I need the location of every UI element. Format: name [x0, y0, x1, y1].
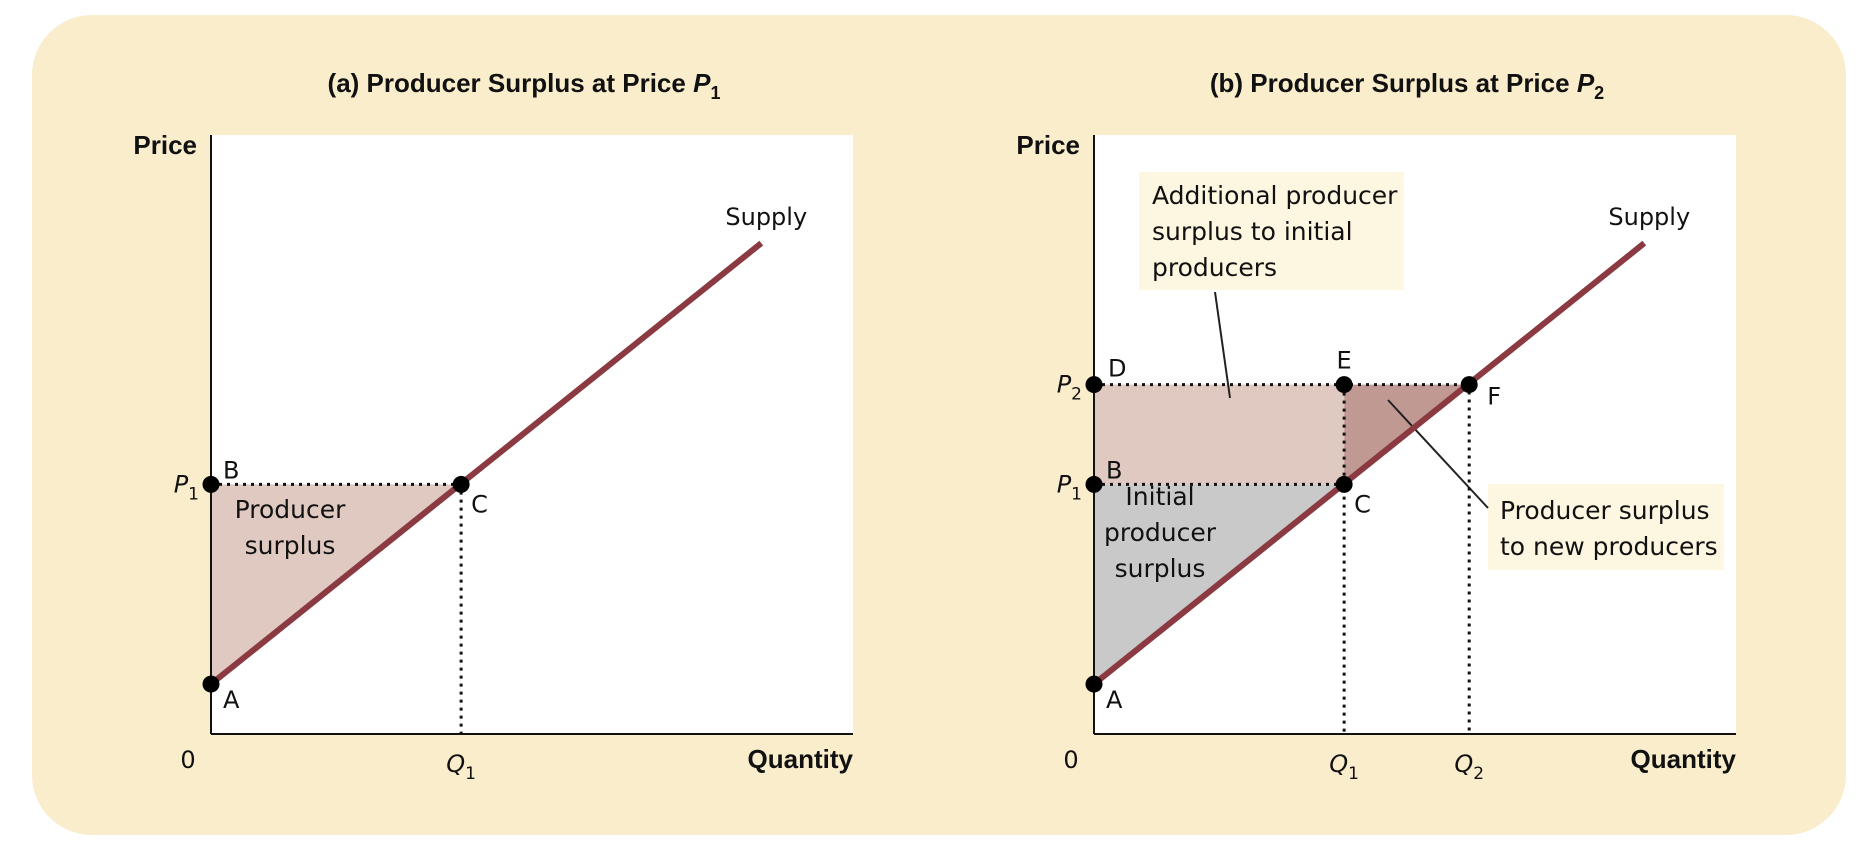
panel-b-new-producers-surplus-label-line: Producer surplus: [1500, 496, 1710, 525]
panel-a-origin-label: 0: [180, 746, 195, 774]
panel-a-price-tick-label-subscript: 1: [188, 484, 199, 504]
panel-b-point-e: [1335, 376, 1353, 394]
panel-b-point-label-a: A: [1106, 686, 1123, 714]
panel-b-point-label-e: E: [1337, 347, 1352, 375]
panel-b-price-tick-label-var: P: [1057, 371, 1072, 399]
panel-a-supply-line: [209, 240, 764, 687]
panel-a-quantity-tick-label-var: Q: [446, 750, 465, 778]
panel-b-title-text: (b) Producer Surplus at Price: [1210, 68, 1577, 98]
panel-a-point-a: [202, 675, 220, 693]
panel-a-quantity-tick-label: Q1: [446, 750, 476, 784]
panel-b-additional-producer-surplus-leader-line: [1214, 291, 1231, 399]
panel-b-new-producers-surplus-leader-line: [1387, 399, 1489, 509]
panel-a-title-text: (a) Producer Surplus at Price: [328, 68, 694, 98]
panel-b-price-tick-label-subscript: 2: [1071, 385, 1082, 405]
panel-a-point-label-c: C: [471, 490, 488, 518]
panel-b-point-a: [1085, 675, 1103, 693]
panel-b-price-tick-label-subscript: 1: [1071, 484, 1082, 504]
panel-b-new-producers-surplus-callout-box: [1488, 484, 1724, 570]
panel-b-initial-producer-surplus-label-line: producer: [1104, 518, 1217, 547]
panel-a-title: (a) Producer Surplus at Price P1: [328, 68, 721, 103]
panel-a-x-axis-label: Quantity: [748, 744, 854, 774]
panel-b-price-tick-label: P2: [1057, 371, 1082, 405]
panel-b-additional-producer-surplus-label-line: surplus to initial: [1152, 217, 1353, 246]
panel-b-point-label-f: F: [1487, 383, 1501, 411]
panel-b-point-d: [1085, 376, 1103, 394]
panel-b-x-axis-label: Quantity: [1631, 744, 1737, 774]
panel-b-initial-producer-surplus-label: Initial producer surplus: [1104, 482, 1217, 583]
panel-b-initial-producer-surplus-label-line: surplus: [1115, 554, 1206, 583]
panel-a-y-axis-label: Price: [133, 130, 197, 160]
panel-b-additional-producer-surplus-region: [1094, 384, 1345, 485]
panel-a-price-tick-label-var: P: [174, 470, 189, 498]
panel-b-new-producers-surplus-label: Producer surplus to new producers: [1500, 496, 1718, 561]
panel-b-quantity-tick-label-var: Q: [1329, 750, 1348, 778]
panel-b-point-c: [1335, 475, 1353, 493]
panel-b-title-var: P: [1577, 68, 1595, 98]
panel-b-title-subscript: 2: [1594, 83, 1604, 103]
panel-a-title-subscript: 1: [710, 83, 720, 103]
panel-b-initial-producer-surplus-label-line: Initial: [1125, 482, 1194, 511]
panel-b-quantity-tick-label-subscript: 2: [1473, 764, 1484, 784]
panel-a-price-tick-label: P1: [174, 470, 199, 504]
panel-b-y-axis-label: Price: [1016, 130, 1080, 160]
panel-b-new-producers-surplus-label-line: to new producers: [1500, 532, 1718, 561]
panel-a-plot-area: [211, 135, 853, 734]
panel-b-point-label-b: B: [1106, 456, 1122, 484]
panel-a-point-b: [202, 475, 220, 493]
panel-a-producer-surplus-label: Producer surplus: [235, 495, 347, 560]
panel-a-quantity-tick-label-subscript: 1: [465, 764, 476, 784]
panel-a-producer-surplus-label-line: Producer: [235, 495, 347, 524]
panel-a-point-label-b: B: [223, 456, 239, 484]
panel-b-price-tick-label-var: P: [1057, 470, 1072, 498]
panel-a-title-var: P: [693, 68, 711, 98]
panel-b-point-b: [1085, 475, 1103, 493]
panel-b-origin-label: 0: [1063, 746, 1078, 774]
panel-b-point-f: [1460, 376, 1478, 394]
panel-b-point-label-c: C: [1354, 490, 1371, 518]
panel-a-point-c: [452, 475, 470, 493]
panel-b-price-tick-label: P1: [1057, 470, 1082, 504]
panel-b-title: (b) Producer Surplus at Price P2: [1210, 68, 1604, 103]
panel-b-quantity-tick-label: Q1: [1329, 750, 1359, 784]
panel-a-point-label-a: A: [223, 686, 240, 714]
panel-a-supply-label: Supply: [725, 203, 807, 231]
panel-b-quantity-tick-label: Q2: [1454, 750, 1484, 784]
panel-b-supply-line: [1092, 240, 1647, 687]
panel-b-quantity-tick-label-var: Q: [1454, 750, 1473, 778]
panel-b-additional-producer-surplus-label: Additional producer surplus to initial pro…: [1152, 181, 1398, 282]
panel-b-additional-producer-surplus-label-line: producers: [1152, 253, 1277, 282]
panel-b-point-label-d: D: [1108, 355, 1126, 383]
panel-b-supply-label: Supply: [1608, 203, 1690, 231]
panel-b-additional-producer-surplus-callout-box: [1139, 172, 1404, 290]
panel-b-quantity-tick-label-subscript: 1: [1348, 764, 1359, 784]
panel-b-additional-producer-surplus-label-line: Additional producer: [1152, 181, 1398, 210]
panel-a-producer-surplus-label-line: surplus: [245, 531, 336, 560]
